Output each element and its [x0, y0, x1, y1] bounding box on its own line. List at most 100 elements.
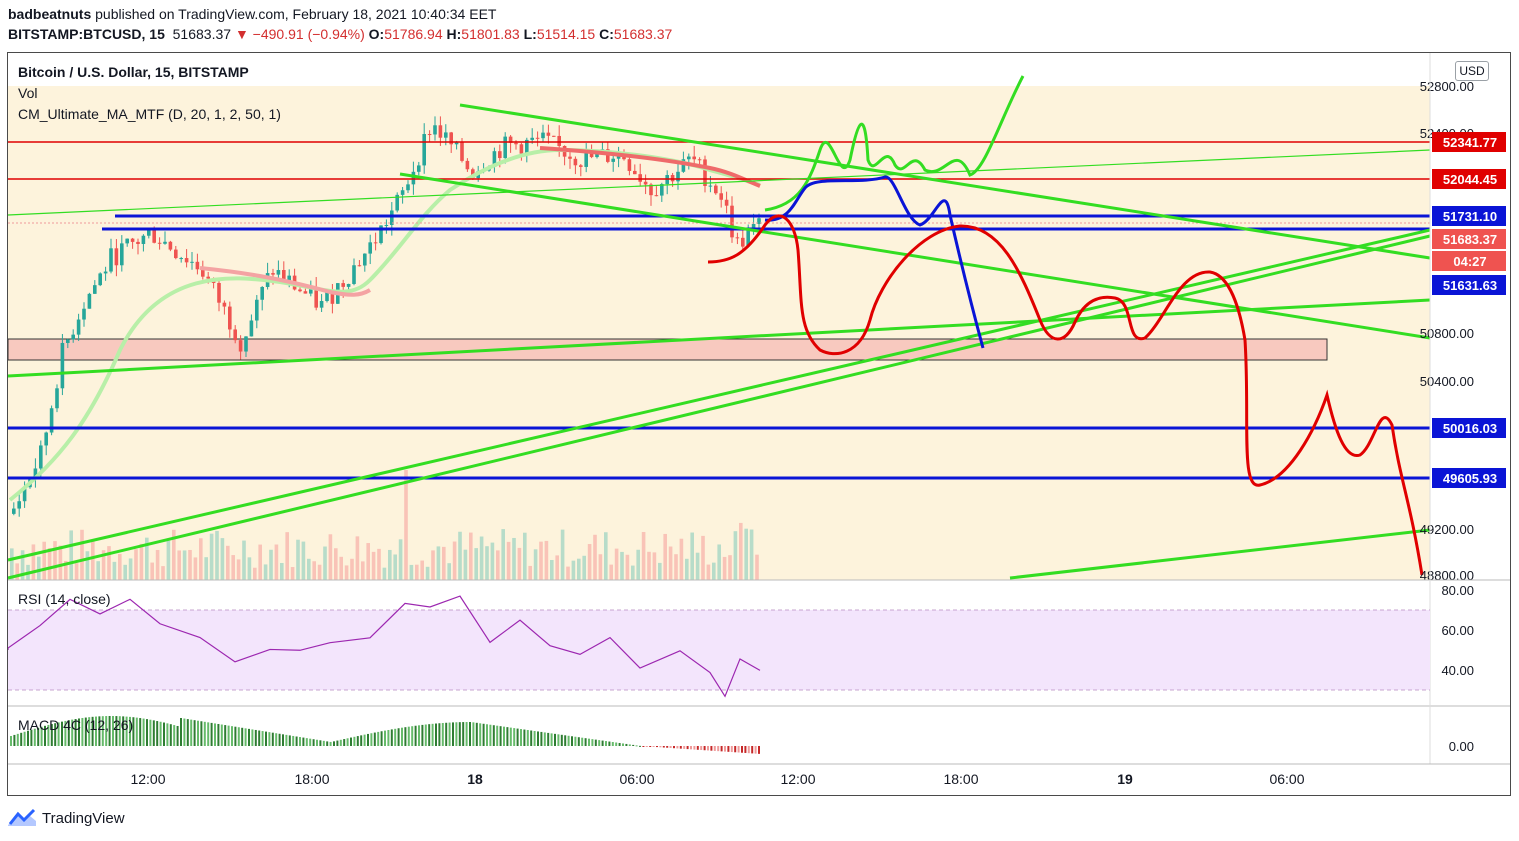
footer-brand[interactable]: TradingView: [42, 809, 125, 827]
candle-body: [39, 445, 43, 469]
macd-bar: [642, 746, 645, 747]
macd-bar: [649, 746, 652, 747]
macd-bar: [744, 746, 747, 753]
candle-body: [557, 135, 561, 146]
legend-title: Bitcoin / U.S. Dollar, 15, BITSTAMP: [18, 64, 249, 80]
candle-body: [287, 275, 291, 281]
candle-body: [676, 171, 680, 182]
close-value: 51683.37: [613, 26, 673, 42]
volume-bar: [155, 549, 160, 580]
author-name[interactable]: badbeatnuts: [8, 6, 92, 22]
volume-bar: [209, 533, 214, 580]
macd-bar: [615, 742, 618, 746]
candle-body: [12, 508, 16, 514]
macd-bar: [360, 735, 363, 746]
candle-body: [454, 142, 459, 145]
volume-bar: [85, 551, 90, 580]
macd-bar: [54, 723, 57, 746]
candle-body: [363, 253, 367, 266]
macd-bar: [108, 716, 111, 746]
low-label: L:: [523, 26, 537, 42]
candle-body: [201, 269, 205, 277]
macd-bar: [513, 728, 516, 746]
macd-bar: [482, 723, 485, 746]
volume-bar: [442, 546, 446, 580]
macd-bar: [115, 716, 118, 746]
volume-bar: [128, 558, 133, 580]
low-value: 51514.15: [536, 26, 596, 42]
macd-bar: [282, 734, 284, 746]
macd-bar: [554, 733, 556, 746]
volume-bar: [490, 542, 495, 580]
macd-bar: [57, 722, 60, 746]
macd-bar: [159, 721, 162, 746]
volume-bar: [469, 532, 473, 580]
macd-bar: [696, 746, 699, 750]
macd-bar: [203, 721, 206, 746]
price-tag-label: 04:27: [1453, 254, 1486, 269]
macd-bar: [574, 736, 577, 746]
candle-body: [741, 237, 745, 247]
macd-bar: [537, 731, 539, 746]
candle-body: [417, 165, 421, 172]
volume-bar: [393, 554, 397, 580]
candle-body: [76, 319, 81, 335]
macd-bar: [452, 722, 454, 746]
volume-bar: [431, 550, 435, 580]
candle-body: [427, 134, 432, 136]
price-tag: [1432, 418, 1506, 438]
volume-bar: [739, 522, 743, 580]
macd-bar: [173, 725, 176, 746]
volume-bar: [58, 545, 63, 580]
macd-bar: [197, 720, 199, 746]
macd-bar: [747, 746, 750, 754]
candle-body: [341, 283, 345, 287]
price-tick-label: 50400.00: [1420, 374, 1474, 389]
price-tick-label: 50800.00: [1420, 326, 1474, 341]
candle-body: [460, 142, 464, 161]
volume-bar: [409, 564, 414, 580]
volume-bar: [37, 556, 41, 580]
macd-bar: [557, 734, 560, 746]
macd-bar: [299, 737, 301, 746]
candle-body: [530, 137, 534, 140]
volume-bar: [231, 555, 235, 580]
volume-bar: [539, 541, 543, 580]
volume-bar: [307, 558, 311, 580]
time-tick-label: 12:00: [780, 771, 815, 787]
legend-ma: CM_Ultimate_MA_MTF (D, 20, 1, 2, 50, 1): [18, 106, 281, 122]
macd-bar: [424, 724, 427, 746]
macd-bar: [662, 746, 665, 748]
candle-body: [730, 205, 734, 238]
macd-bar: [462, 722, 465, 746]
candle-body: [611, 158, 615, 162]
macd-bar: [455, 722, 458, 746]
currency-button[interactable]: USD: [1455, 61, 1489, 81]
volume-bar: [593, 534, 597, 580]
macd-bar: [64, 720, 67, 746]
macd-bar: [248, 728, 250, 746]
macd-bar: [166, 723, 169, 746]
macd-bar: [346, 738, 349, 746]
macd-bar: [200, 721, 203, 746]
volume-bar: [523, 532, 527, 580]
candle-body: [492, 151, 497, 168]
volume-bar: [598, 554, 603, 580]
volume-bar: [447, 563, 451, 580]
candle-body: [357, 265, 362, 267]
macd-bar: [84, 717, 87, 746]
volume-bar: [350, 558, 354, 580]
candle-body: [314, 287, 318, 308]
macd-bar: [506, 727, 509, 746]
candle-body: [346, 283, 351, 287]
candle-body: [746, 230, 750, 247]
open-value: 51786.94: [384, 26, 443, 42]
volume-bar: [485, 546, 489, 580]
macd-bar: [74, 719, 77, 746]
volume-bar: [145, 537, 149, 580]
trend-rising-2: [7, 234, 1431, 580]
macd-bar: [302, 737, 305, 746]
macd-bar: [690, 746, 692, 750]
candle-body: [222, 302, 227, 307]
